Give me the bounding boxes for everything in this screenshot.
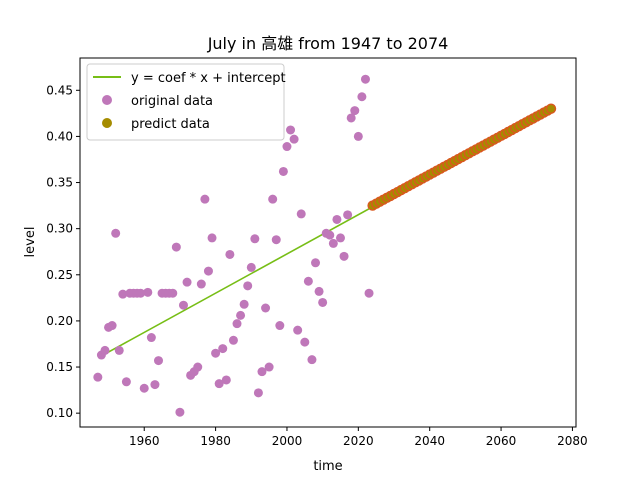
original-data-point [296,209,306,219]
original-data-point [211,348,221,358]
original-data-point [228,335,238,345]
original-data-point [168,288,178,298]
axes-frame [79,57,577,428]
original-data-point [335,233,345,243]
original-data-point [250,234,260,244]
x-tick-label: 2080 [557,434,588,448]
legend: y = coef * x + intercept original data p… [86,63,286,141]
y-tick-label: 0.25 [46,268,73,282]
original-data-point [278,166,288,176]
original-data-point [243,281,253,291]
data-marks [93,74,557,417]
original-data-point [232,319,242,329]
original-data-point [268,194,278,204]
original-data-point [300,337,310,347]
original-data-point [289,134,299,144]
original-data-point [346,113,356,123]
original-data-point [253,388,263,398]
original-data-point [218,344,228,354]
original-data-point [343,210,353,220]
original-data-point [303,276,313,286]
original-data-point [107,321,117,331]
original-data-point [239,299,249,309]
original-data-point [221,375,231,385]
y-axis-label: level [23,227,38,258]
original-data-point [357,92,367,102]
plot-area: 1960 1980 2000 2020 2040 2060 2080 0.10 0.15 0.2… [46,57,588,448]
legend-entry-fit-line: y = coef * x + intercept [131,71,286,86]
x-axis-ticks: 1960 1980 2000 2020 2040 2060 2080 [129,427,588,448]
original-data-point [193,362,203,372]
original-data-point [353,131,363,141]
original-data-point [139,383,149,393]
original-data-point [339,251,349,261]
legend-predict-swatch [102,118,112,128]
original-data-point [100,345,110,355]
chart-title: July in 高雄 from 1947 to 2074 [207,34,449,53]
y-tick-label: 0.30 [46,222,73,236]
original-data-point [146,333,156,343]
original-data-point [182,277,192,287]
y-tick-label: 0.45 [46,83,73,97]
original-data-point [332,214,342,224]
original-data-point [121,377,131,387]
original-data-point [293,325,303,335]
original-data-point [350,106,360,116]
original-data-point [207,233,217,243]
original-data-point [271,235,281,245]
original-data-point [246,262,256,272]
y-tick-label: 0.40 [46,129,73,143]
original-data-point [360,74,370,84]
original-data-point [114,345,124,355]
predict-data-point [545,103,557,114]
original-data-point [171,242,181,252]
original-data-point [203,266,213,276]
original-data-point [236,310,246,320]
y-tick-label: 0.35 [46,176,73,190]
x-tick-label: 1980 [200,434,231,448]
original-data-point [196,279,206,289]
x-tick-label: 2040 [414,434,445,448]
original-data-point [136,288,146,298]
original-data-point [364,288,374,298]
y-tick-label: 0.10 [46,406,73,420]
original-data-point [214,379,224,389]
original-data-point [318,297,328,307]
original-data-point [111,228,121,238]
legend-box [86,63,285,141]
original-data-point [328,238,338,248]
y-axis-ticks: 0.10 0.15 0.20 0.25 0.30 0.35 0.40 0.45 [46,83,80,420]
x-tick-label: 2060 [486,434,517,448]
original-data-point [275,321,285,331]
legend-entry-predict: predict data [131,117,210,132]
legend-original-swatch [102,95,112,105]
original-data-point [178,300,188,310]
original-data-point [311,258,321,268]
original-data-point [200,194,210,204]
original-data-point [261,303,271,313]
original-data-point [93,372,103,382]
x-tick-label: 1960 [129,434,160,448]
original-data-point [314,286,324,296]
original-data-point [143,287,153,297]
original-data-point [307,355,317,365]
original-data-point [225,249,235,259]
x-tick-label: 2000 [272,434,303,448]
original-data-point [286,125,296,135]
original-data-point [257,367,267,377]
x-tick-label: 2020 [343,434,374,448]
x-axis-label: time [313,459,342,474]
y-tick-label: 0.20 [46,314,73,328]
original-data-point [150,380,160,390]
original-data-point [154,356,164,366]
original-data-point [325,230,335,240]
original-data-point [264,362,274,372]
original-data-point [175,407,185,417]
original-data-point [282,142,292,152]
y-tick-label: 0.15 [46,360,73,374]
original-data-point [118,289,128,299]
legend-entry-original: original data [131,94,213,109]
